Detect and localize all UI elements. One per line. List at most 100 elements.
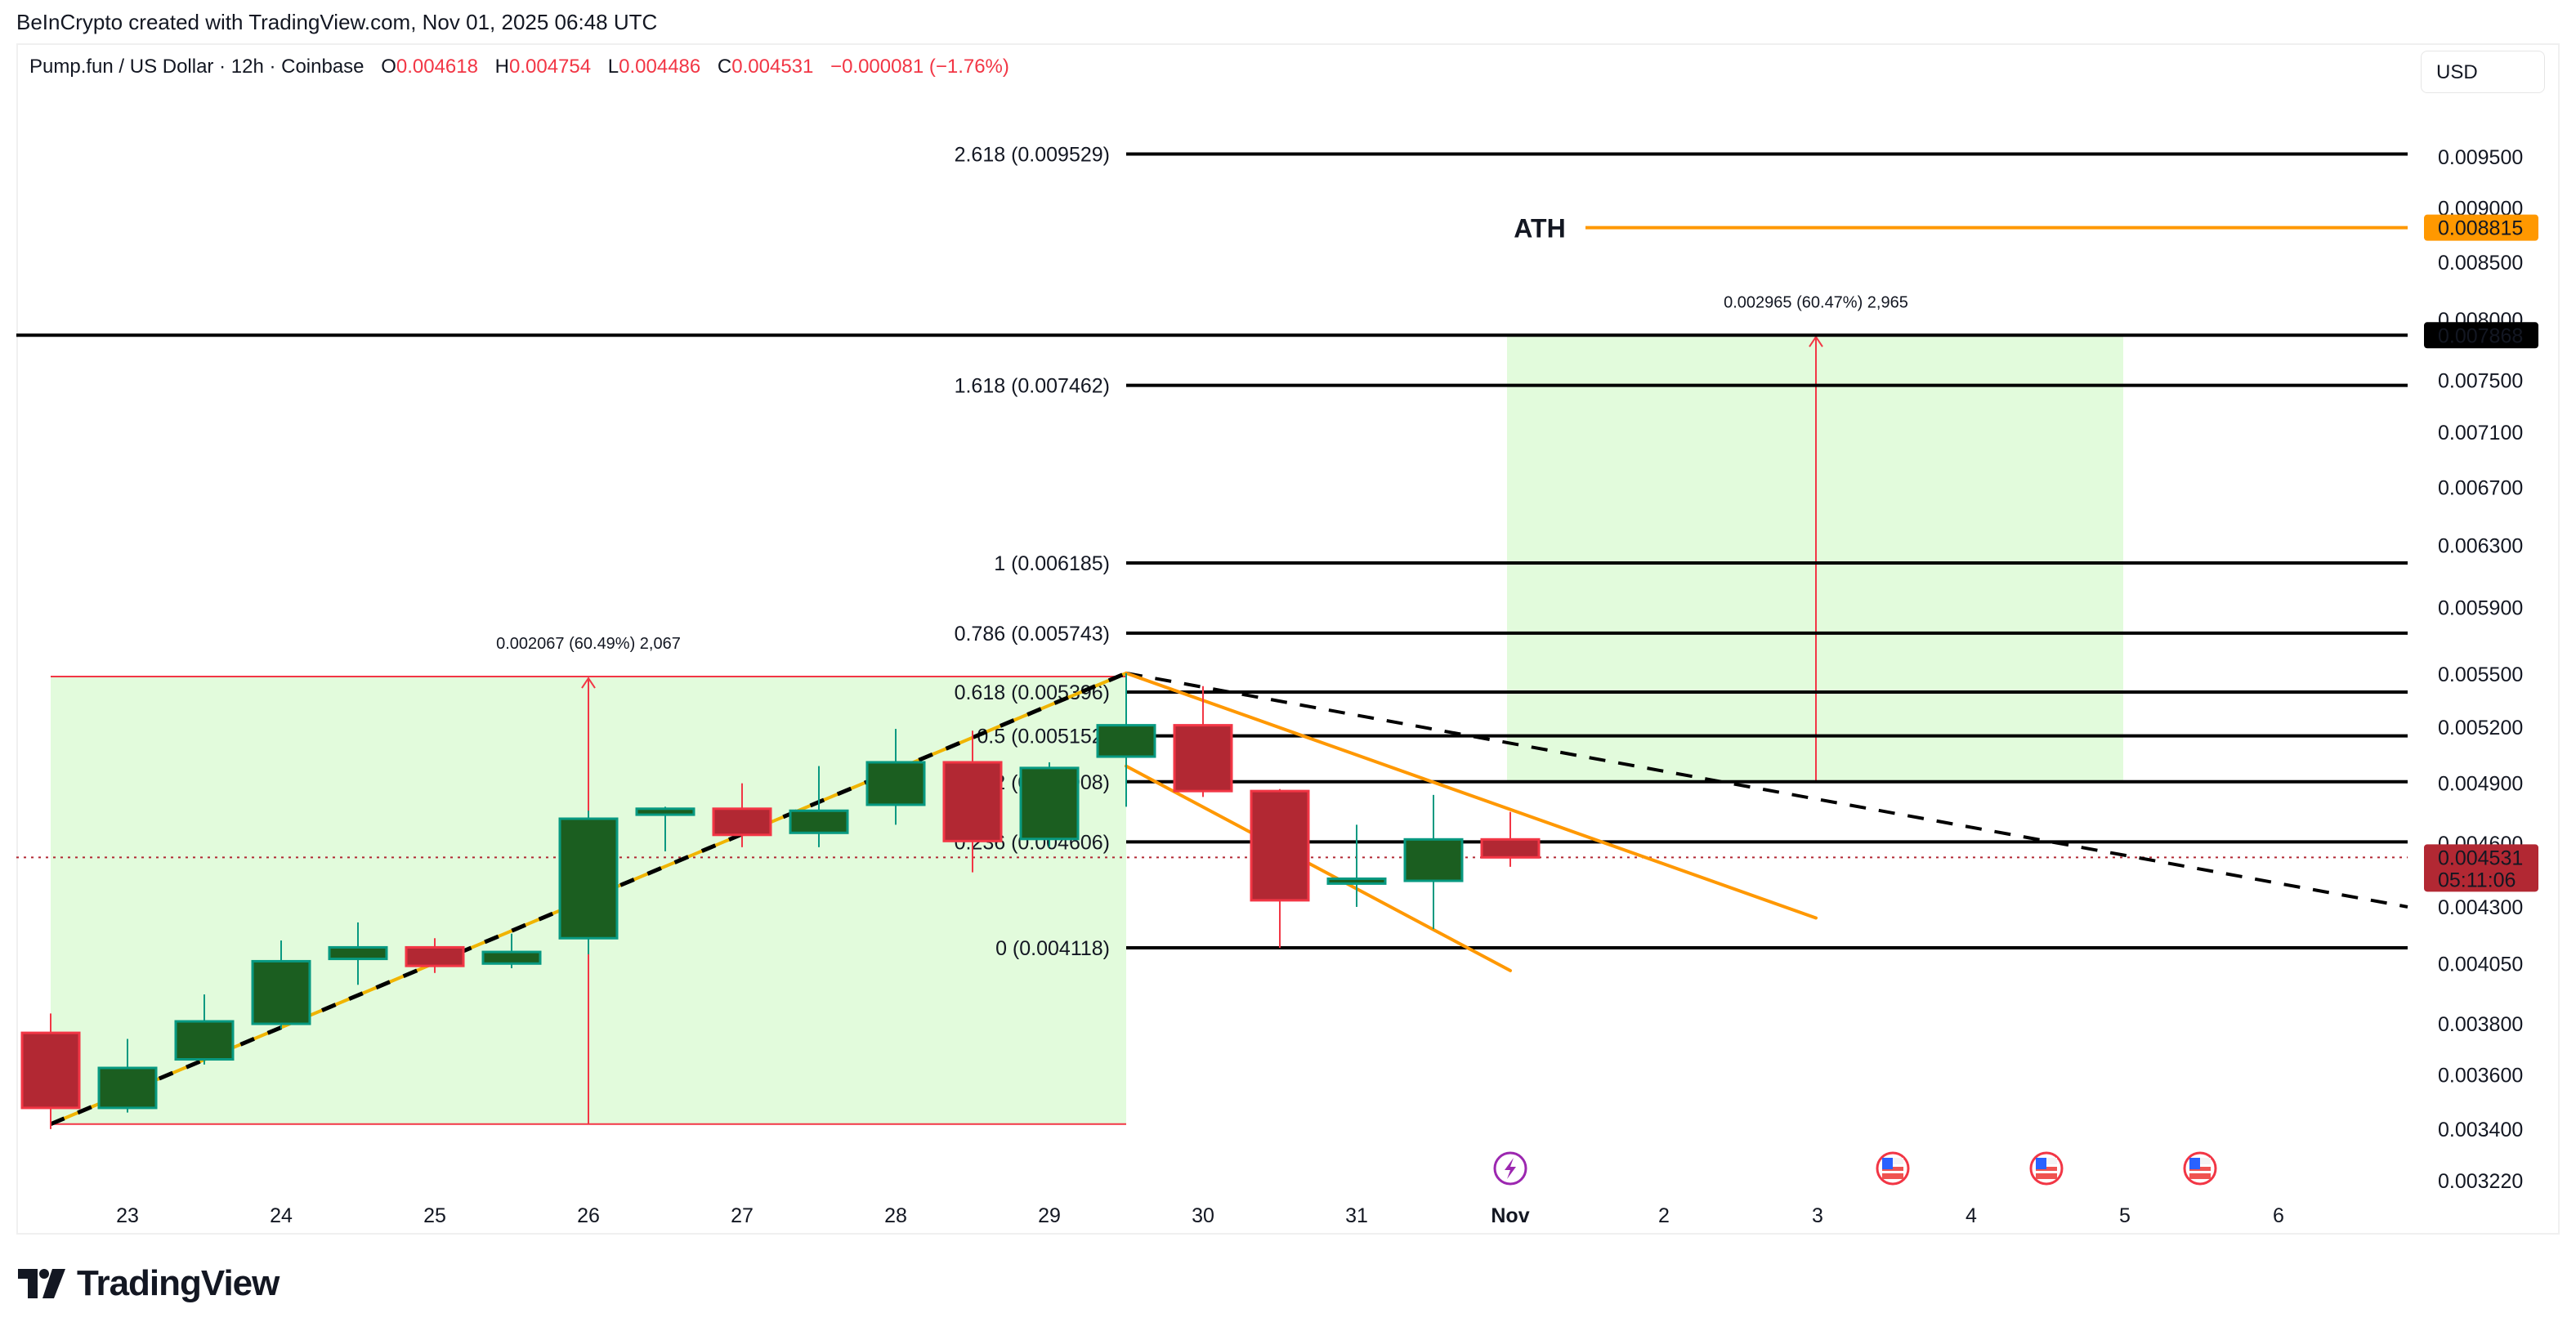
time-axis[interactable]: 23 24 25 26 27 28 29 30 31 Nov 2 3 4 5 6 bbox=[116, 1204, 2284, 1227]
event-markers[interactable] bbox=[1493, 1151, 2217, 1186]
price-tick: 0.005200 bbox=[2438, 717, 2523, 739]
low-key: L bbox=[607, 56, 619, 78]
date-tick: 30 bbox=[1192, 1204, 1214, 1227]
fib-label: 0.618 (0.005396) bbox=[955, 681, 1110, 704]
candle-down[interactable] bbox=[1480, 838, 1541, 859]
date-tick: Nov bbox=[1491, 1204, 1529, 1227]
price-tick: 0.007100 bbox=[2438, 422, 2523, 444]
candle-up[interactable] bbox=[1326, 877, 1387, 885]
target-price-tag bbox=[2424, 322, 2538, 349]
open-value: 0.004618 bbox=[396, 56, 478, 78]
date-tick: 31 bbox=[1345, 1204, 1368, 1227]
candle-up[interactable] bbox=[481, 950, 542, 965]
price-tick: 0.009500 bbox=[2438, 146, 2523, 169]
chart-credit: BeInCrypto created with TradingView.com,… bbox=[16, 10, 658, 34]
price-tick: 0.006700 bbox=[2438, 476, 2523, 499]
date-tick: 24 bbox=[270, 1204, 293, 1227]
candle-up[interactable] bbox=[1403, 838, 1464, 882]
channel-upper-line bbox=[1125, 671, 1818, 920]
candle-up[interactable] bbox=[865, 761, 926, 806]
date-tick: 28 bbox=[884, 1204, 907, 1227]
measure-label: 0.002067 (60.49%) 2,067 bbox=[496, 635, 681, 653]
candle-up[interactable] bbox=[635, 807, 695, 816]
current-price-tag bbox=[2424, 844, 2538, 892]
candle-down[interactable] bbox=[405, 945, 465, 967]
price-tick: 0.003600 bbox=[2438, 1065, 2523, 1088]
high-key: H bbox=[494, 56, 509, 78]
uptrend-dash bbox=[50, 671, 1127, 1127]
candle-down[interactable] bbox=[942, 761, 1003, 842]
candle-up[interactable] bbox=[251, 959, 311, 1025]
symbol-legend: Pump.fun / US Dollar · 12h · Coinbase O0… bbox=[29, 56, 1009, 78]
fib-label: 0.786 (0.005743) bbox=[955, 623, 1110, 645]
flag-stripe bbox=[2036, 1173, 2057, 1179]
price-tick: 0.003220 bbox=[2438, 1170, 2523, 1193]
candle-up[interactable] bbox=[558, 817, 619, 940]
fib-label: 1 (0.006185) bbox=[994, 552, 1110, 575]
close-key: C bbox=[717, 56, 732, 78]
date-tick: 5 bbox=[2119, 1204, 2131, 1227]
symbol-title[interactable]: Pump.fun / US Dollar · 12h · Coinbase bbox=[29, 56, 364, 78]
target-price-tag-value: 0.007868 bbox=[2438, 324, 2523, 347]
candle-down[interactable] bbox=[712, 807, 772, 837]
high-value: 0.004754 bbox=[509, 56, 592, 78]
candle-down[interactable] bbox=[20, 1031, 81, 1110]
fib-label: 0 (0.004118) bbox=[995, 937, 1110, 960]
date-tick: 26 bbox=[577, 1204, 600, 1227]
change-value: −0.000081 (−1.76%) bbox=[830, 56, 1009, 78]
brand-name: TradingView bbox=[77, 1263, 280, 1303]
fib-label: 2.618 (0.009529) bbox=[955, 143, 1110, 166]
price-tick: 0.004300 bbox=[2438, 896, 2523, 919]
price-tick: 0.006300 bbox=[2438, 535, 2523, 558]
price-tick: 0.005500 bbox=[2438, 663, 2523, 686]
current-price-tag-value: 0.004531 bbox=[2438, 846, 2523, 869]
flag-stripe bbox=[1882, 1173, 1903, 1179]
flag-canton bbox=[1882, 1158, 1893, 1169]
currency-button[interactable]: USD bbox=[2421, 51, 2545, 93]
price-tick: 0.003400 bbox=[2438, 1119, 2523, 1141]
measure-label: 0.002965 (60.47%) 2,965 bbox=[1724, 293, 1908, 311]
candle-up[interactable] bbox=[1019, 766, 1080, 841]
chart-frame bbox=[16, 43, 2560, 1235]
tradingview-logo-icon bbox=[18, 1269, 65, 1298]
measure-zones: 0.002067 (60.49%) 2,067 0.002965 (60.47%)… bbox=[51, 293, 2123, 1125]
lightning-bolt-icon bbox=[1505, 1158, 1516, 1179]
date-tick: 6 bbox=[2273, 1204, 2284, 1227]
candle-up[interactable] bbox=[789, 809, 849, 834]
date-tick: 4 bbox=[1966, 1204, 1977, 1227]
close-value: 0.004531 bbox=[731, 56, 814, 78]
flag-canton bbox=[2036, 1158, 2046, 1169]
price-tick: 0.005900 bbox=[2438, 597, 2523, 620]
ath-price-tag bbox=[2424, 214, 2538, 241]
price-tick: 0.003800 bbox=[2438, 1013, 2523, 1036]
fib-label: 0.5 (0.005152) bbox=[977, 726, 1110, 748]
low-value: 0.004486 bbox=[619, 56, 701, 78]
candle-down[interactable] bbox=[1250, 789, 1310, 902]
flag-canton bbox=[2189, 1158, 2200, 1169]
fib-label: 1.618 (0.007462) bbox=[955, 375, 1110, 398]
price-tick: 0.004050 bbox=[2438, 953, 2523, 976]
candle-up[interactable] bbox=[174, 1020, 235, 1061]
date-tick: 3 bbox=[1812, 1204, 1823, 1227]
date-tick: 27 bbox=[731, 1204, 754, 1227]
current-price-tag-countdown: 05:11:06 bbox=[2438, 869, 2516, 891]
descending-trendline bbox=[1125, 671, 2408, 909]
candle-up[interactable] bbox=[328, 945, 388, 961]
ath-label: ATH bbox=[1514, 214, 1565, 243]
candlesticks bbox=[20, 672, 1541, 1129]
price-tick: 0.004900 bbox=[2438, 773, 2523, 796]
candle-up[interactable] bbox=[1096, 724, 1156, 758]
open-key: O bbox=[381, 56, 396, 78]
flag-stripe bbox=[2189, 1173, 2211, 1179]
date-tick: 23 bbox=[116, 1204, 139, 1227]
candle-down[interactable] bbox=[1173, 724, 1233, 793]
price-tick: 0.007500 bbox=[2438, 370, 2523, 393]
candle-up[interactable] bbox=[97, 1066, 158, 1110]
price-tick: 0.008500 bbox=[2438, 252, 2523, 275]
price-axis[interactable]: 0.0095000.0090000.0085000.0080000.007500… bbox=[2438, 146, 2523, 1193]
tradingview-logo: TradingView bbox=[18, 1263, 280, 1304]
arrow-up-icon bbox=[581, 677, 596, 689]
date-tick: 25 bbox=[423, 1204, 446, 1227]
